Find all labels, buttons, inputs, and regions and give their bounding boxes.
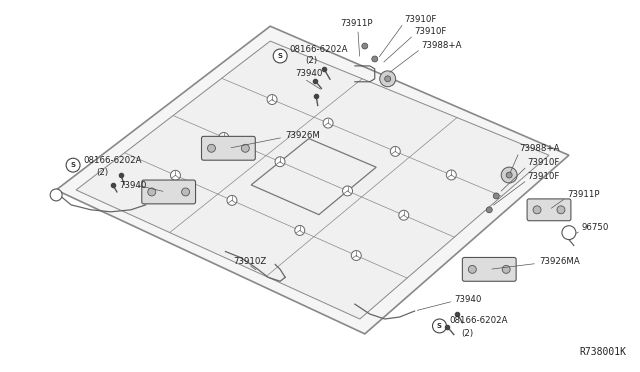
Circle shape bbox=[502, 265, 510, 273]
Circle shape bbox=[50, 189, 62, 201]
Circle shape bbox=[295, 225, 305, 235]
Circle shape bbox=[342, 186, 353, 196]
Circle shape bbox=[390, 147, 400, 156]
Text: S: S bbox=[437, 323, 442, 329]
Circle shape bbox=[506, 172, 512, 178]
Circle shape bbox=[399, 210, 409, 220]
Text: 73911P: 73911P bbox=[567, 190, 600, 199]
Circle shape bbox=[446, 170, 456, 180]
Text: 73940: 73940 bbox=[119, 180, 147, 189]
Text: 96750: 96750 bbox=[582, 223, 609, 232]
Circle shape bbox=[323, 118, 333, 128]
Circle shape bbox=[533, 206, 541, 214]
Circle shape bbox=[148, 188, 156, 196]
Text: S: S bbox=[278, 53, 283, 59]
Circle shape bbox=[433, 319, 447, 333]
Circle shape bbox=[351, 250, 361, 260]
Text: (2): (2) bbox=[461, 329, 474, 339]
Text: 73910F: 73910F bbox=[404, 15, 437, 24]
Text: 08166-6202A: 08166-6202A bbox=[83, 156, 141, 165]
Text: 73910Z: 73910Z bbox=[234, 257, 267, 266]
Text: 08166-6202A: 08166-6202A bbox=[449, 317, 508, 326]
Circle shape bbox=[267, 94, 277, 105]
Text: 73911P: 73911P bbox=[340, 19, 372, 28]
Circle shape bbox=[170, 170, 180, 180]
Text: 08166-6202A: 08166-6202A bbox=[289, 45, 348, 54]
Circle shape bbox=[182, 188, 189, 196]
Polygon shape bbox=[76, 41, 549, 319]
FancyBboxPatch shape bbox=[527, 199, 571, 221]
Circle shape bbox=[372, 56, 378, 62]
Circle shape bbox=[275, 157, 285, 167]
Circle shape bbox=[468, 265, 476, 273]
Circle shape bbox=[385, 76, 390, 82]
Text: R738001K: R738001K bbox=[580, 347, 627, 357]
Text: 73940: 73940 bbox=[295, 69, 323, 78]
FancyBboxPatch shape bbox=[202, 137, 255, 160]
Polygon shape bbox=[56, 26, 569, 334]
Circle shape bbox=[219, 132, 228, 142]
Circle shape bbox=[486, 207, 492, 213]
Text: 73910F: 73910F bbox=[415, 27, 447, 36]
Text: 73926MA: 73926MA bbox=[539, 257, 580, 266]
Text: 73910F: 73910F bbox=[527, 158, 559, 167]
Circle shape bbox=[557, 206, 565, 214]
Text: 73926M: 73926M bbox=[285, 131, 320, 140]
Circle shape bbox=[241, 144, 250, 152]
Text: 73988+A: 73988+A bbox=[519, 144, 559, 153]
Circle shape bbox=[380, 71, 396, 87]
Circle shape bbox=[66, 158, 80, 172]
Circle shape bbox=[362, 43, 368, 49]
FancyBboxPatch shape bbox=[462, 257, 516, 281]
Text: S: S bbox=[70, 162, 76, 168]
Circle shape bbox=[493, 193, 499, 199]
Circle shape bbox=[273, 49, 287, 63]
Text: 73988+A: 73988+A bbox=[422, 41, 462, 49]
Text: 73910F: 73910F bbox=[527, 171, 559, 180]
Circle shape bbox=[501, 167, 517, 183]
FancyBboxPatch shape bbox=[142, 180, 196, 204]
Text: 73940: 73940 bbox=[454, 295, 482, 304]
Text: (2): (2) bbox=[96, 168, 108, 177]
Circle shape bbox=[227, 195, 237, 205]
Text: (2): (2) bbox=[305, 57, 317, 65]
Circle shape bbox=[207, 144, 216, 152]
